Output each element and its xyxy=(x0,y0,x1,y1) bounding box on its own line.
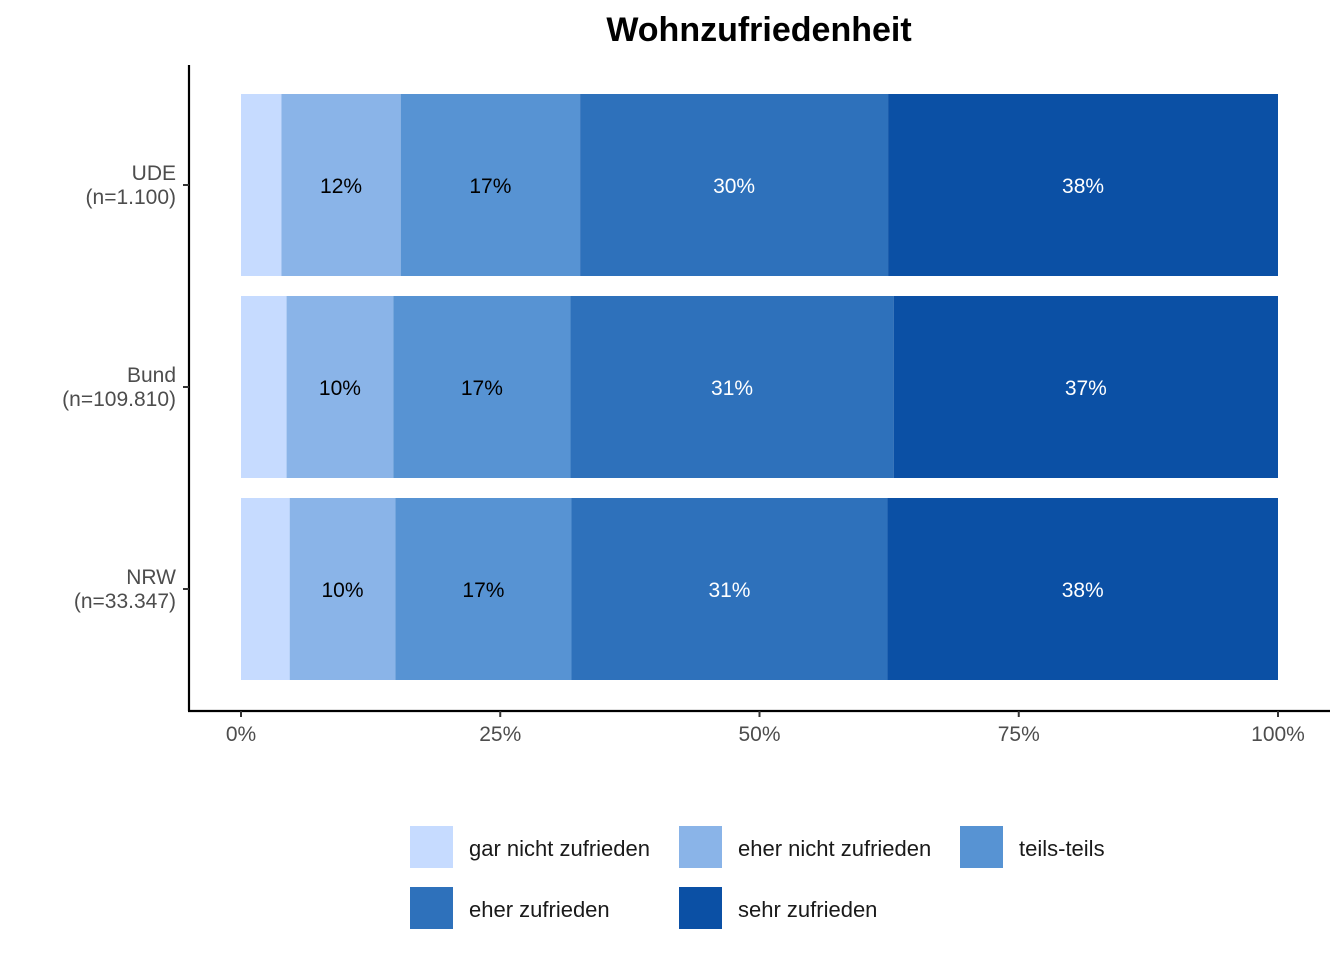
bar-value-label: 12% xyxy=(320,175,362,198)
bar-segment xyxy=(241,94,282,276)
legend-label: teils-teils xyxy=(1019,836,1105,861)
bar-segment xyxy=(580,94,889,276)
legend-label: sehr zufrieden xyxy=(738,897,877,922)
segment-labels-group: 12% 17% 30% 38% 10% 17% 31% 37% 10% 17% 31% 38% xyxy=(319,175,1107,602)
y-axis-labels-group: UDE (n=1.100) Bund (n=109.810) NRW (n=33.347) xyxy=(62,162,189,613)
legend-swatch xyxy=(679,887,722,929)
bar-segment xyxy=(241,498,290,680)
y-tick-label: UDE (n=1.100) xyxy=(86,162,176,209)
legend-swatch xyxy=(960,826,1003,868)
bar-value-label: 37% xyxy=(1065,377,1107,400)
bar-segment xyxy=(888,94,1278,276)
bar-value-label: 10% xyxy=(322,579,364,602)
bar-segment xyxy=(571,498,888,680)
bar-segment xyxy=(393,296,571,478)
bar-value-label: 17% xyxy=(462,579,504,602)
legend-label: gar nicht zufrieden xyxy=(469,836,650,861)
x-tick-label: 50% xyxy=(738,723,780,746)
bar-segment xyxy=(893,296,1278,478)
legend-swatch xyxy=(410,826,453,868)
bar-value-label: 38% xyxy=(1062,579,1104,602)
legend-swatch xyxy=(679,826,722,868)
bar-value-label: 30% xyxy=(713,175,755,198)
legend-item: eher nicht zufrieden xyxy=(679,826,931,868)
legend-item: eher zufrieden xyxy=(410,887,610,929)
legend-label: eher zufrieden xyxy=(469,897,610,922)
legend-label: eher nicht zufrieden xyxy=(738,836,931,861)
x-tick-label: 25% xyxy=(479,723,521,746)
x-tick-label: 75% xyxy=(998,723,1040,746)
y-tick-label: Bund (n=109.810) xyxy=(62,364,176,411)
legend: gar nicht zufrieden eher nicht zufrieden t… xyxy=(410,826,1105,929)
bar-value-label: 31% xyxy=(708,579,750,602)
bar-value-label: 31% xyxy=(711,377,753,400)
x-axis-ticks-group: 0% 25% 50% 75% 100% xyxy=(226,711,1305,746)
x-tick-label: 100% xyxy=(1251,723,1305,746)
bar-segment xyxy=(289,498,396,680)
bar-segment xyxy=(570,296,894,478)
bar-value-label: 38% xyxy=(1062,175,1104,198)
bar-segment xyxy=(281,94,401,276)
bar-segment xyxy=(395,498,572,680)
chart-title: Wohnzufriedenheit xyxy=(606,11,911,49)
legend-item: gar nicht zufrieden xyxy=(410,826,650,868)
bar-segment xyxy=(286,296,394,478)
bar-segment xyxy=(241,296,287,478)
legend-swatch xyxy=(410,887,453,929)
bar-segment xyxy=(400,94,581,276)
x-tick-label: 0% xyxy=(226,723,256,746)
legend-item: teils-teils xyxy=(960,826,1105,868)
bars-group xyxy=(241,94,1278,680)
y-tick-label: NRW (n=33.347) xyxy=(74,566,176,613)
bar-value-label: 17% xyxy=(461,377,503,400)
bar-value-label: 10% xyxy=(319,377,361,400)
legend-item: sehr zufrieden xyxy=(679,887,877,929)
bar-segment xyxy=(887,498,1278,680)
bar-value-label: 17% xyxy=(469,175,511,198)
